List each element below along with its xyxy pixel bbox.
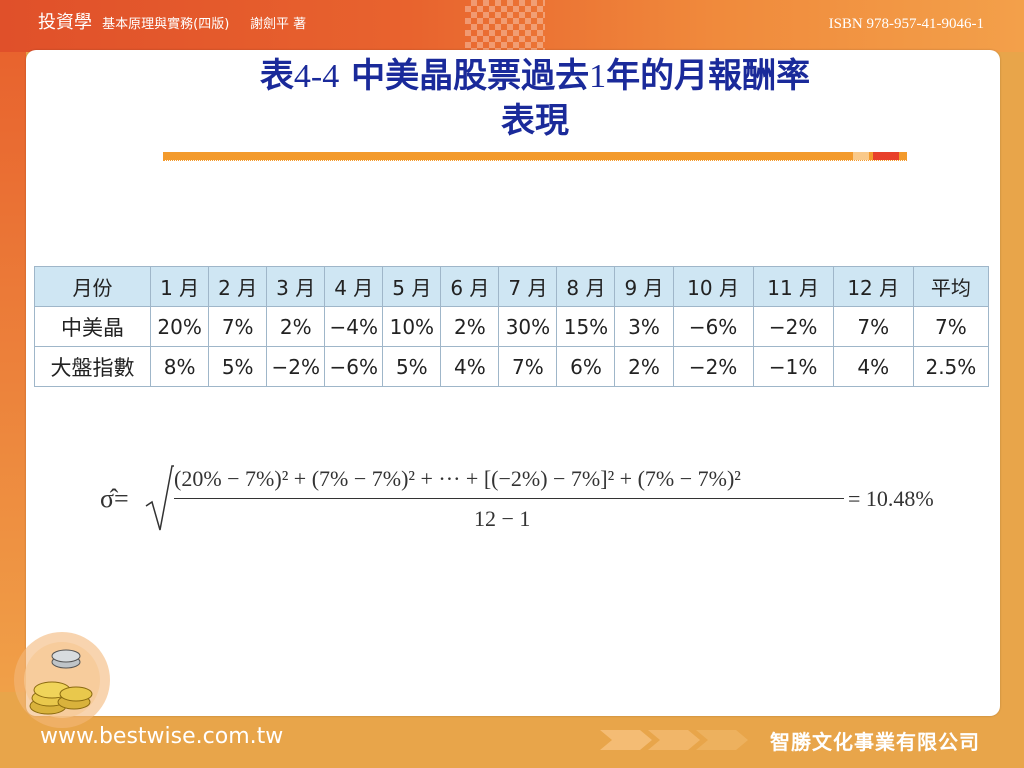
table-row: 中美晶 20% 7% 2% −4% 10% 2% 30% 15% 3% −6% −2% 7% 7% <box>33 306 990 347</box>
formula-result: = 10.48% <box>848 486 934 511</box>
table-cell: 30% <box>498 306 558 347</box>
table-cell: 7% <box>832 306 914 347</box>
publisher-name: 智勝文化事業有限公司 <box>770 730 980 754</box>
table-header-cell: 8 月 <box>556 266 616 307</box>
table-header-cell: 6 月 <box>440 266 500 307</box>
checker-pattern <box>465 0 545 52</box>
title-prefix: 表 <box>259 56 294 96</box>
title-text-1: 中美晶股票過去 <box>351 56 590 96</box>
table-cell: 4% <box>832 346 914 387</box>
table-cell: 2% <box>266 306 326 347</box>
table-cell: −2% <box>752 306 834 347</box>
formula-lhs: σ̂= <box>100 484 129 513</box>
table-cell: 15% <box>556 306 616 347</box>
table-header-cell: 12 月 <box>832 266 914 307</box>
table-cell: 2.5% <box>912 346 990 387</box>
table-cell: 7% <box>498 346 558 387</box>
header-bar: 投資學 基本原理與實務(四版) 謝劍平 著 ISBN 978-957-41-90… <box>0 0 1024 52</box>
book-info: 投資學 基本原理與實務(四版) 謝劍平 著 <box>38 8 306 34</box>
table-header-cell: 7 月 <box>498 266 558 307</box>
title-underline <box>163 152 907 160</box>
table-header-cell: 10 月 <box>672 266 754 307</box>
table-cell: 7% <box>912 306 990 347</box>
table-header-cell: 1 月 <box>150 266 210 307</box>
formula-denominator: 12 − 1 <box>474 506 531 531</box>
left-strip <box>0 52 26 692</box>
isbn-label: ISBN 978-957-41-9046-1 <box>828 16 984 32</box>
footer-url: www.bestwise.com.tw <box>40 724 284 749</box>
table-cell: 2% <box>440 306 500 347</box>
table-cell: 5% <box>382 346 442 387</box>
arrows-icon <box>600 730 748 750</box>
table-header-cell: 3 月 <box>266 266 326 307</box>
title-number-2: 1 <box>589 58 607 95</box>
table-cell: −6% <box>672 306 754 347</box>
coins-icon <box>14 632 110 728</box>
table-header-cell: 5 月 <box>382 266 442 307</box>
book-subtitle: 基本原理與實務(四版) <box>102 17 230 32</box>
table-header-cell: 4 月 <box>324 266 384 307</box>
table-header-cell: 11 月 <box>752 266 834 307</box>
table-cell: −1% <box>752 346 834 387</box>
table-cell: 2% <box>614 346 674 387</box>
table-cell: 4% <box>440 346 500 387</box>
table-header-cell: 2 月 <box>208 266 268 307</box>
book-main-title: 投資學 <box>38 12 92 33</box>
title-line-2: 表現 <box>501 101 569 141</box>
table-cell: 5% <box>208 346 268 387</box>
underline-block-light <box>853 152 869 160</box>
table-header-month: 月份 <box>33 266 152 307</box>
row-label: 大盤指數 <box>33 346 152 387</box>
table-cell: 7% <box>208 306 268 347</box>
title-underline-dots <box>163 160 907 162</box>
table-cell: −2% <box>672 346 754 387</box>
table-header-cell: 平均 <box>912 266 990 307</box>
std-dev-formula: σ̂= (20% − 7%)² + (7% − 7%)² + ··· + [(−… <box>100 462 980 542</box>
table-cell: 3% <box>614 306 674 347</box>
book-author: 謝劍平 著 <box>249 17 307 32</box>
table-row: 大盤指數 8% 5% −2% −6% 5% 4% 7% 6% 2% −2% −1% 4% 2.5% <box>33 346 990 387</box>
table-cell: 6% <box>556 346 616 387</box>
row-label: 中美晶 <box>33 306 152 347</box>
fraction-bar <box>174 498 844 499</box>
title-text-2: 年的月報酬率 <box>606 56 811 96</box>
underline-block-red <box>873 152 899 160</box>
table-cell: −2% <box>266 346 326 387</box>
table-cell: −4% <box>324 306 384 347</box>
table-header-cell: 9 月 <box>614 266 674 307</box>
table-cell: 8% <box>150 346 210 387</box>
table-cell: 10% <box>382 306 442 347</box>
sqrt-icon <box>145 465 174 531</box>
title-number: 4-4 <box>293 58 340 95</box>
formula-numerator: (20% − 7%)² + (7% − 7%)² + ··· + [(−2%) … <box>174 466 741 491</box>
table-cell: 20% <box>150 306 210 347</box>
table-cell: −6% <box>324 346 384 387</box>
slide-title: 表4-4 中美晶股票過去1年的月報酬率 表現 <box>160 54 910 143</box>
